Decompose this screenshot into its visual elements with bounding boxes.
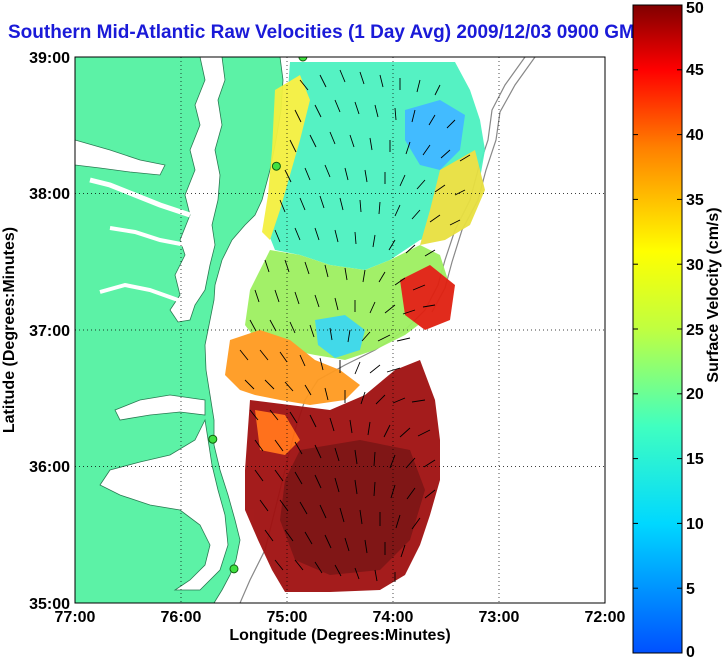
- colorbar-tick-label: 10: [686, 516, 704, 533]
- albemarle-sound: [114, 394, 206, 421]
- rappahannock-river: [109, 226, 187, 247]
- x-tick-label: 76:00: [161, 609, 202, 626]
- velocity-vectors: [239, 69, 471, 582]
- colorbar-tick-label: 40: [686, 127, 704, 144]
- colorbar-tick-label: 35: [686, 192, 704, 209]
- velocity-zone-east-yellow: [420, 150, 485, 245]
- potomac-river: [89, 177, 191, 218]
- x-tick-label: 73:00: [479, 609, 520, 626]
- velocity-zone-red-patch: [400, 265, 455, 330]
- y-tick-label: 39:00: [29, 50, 70, 67]
- y-tick-label: 36:00: [29, 459, 70, 476]
- velocity-zone-orange: [225, 330, 360, 405]
- radar-station-marker: [208, 434, 218, 444]
- colorbar-tick-label: 5: [686, 581, 695, 598]
- colorbar-tick-label: 25: [686, 322, 704, 339]
- colorbar-label: Surface Velocity (cm/s): [705, 207, 722, 382]
- colorbar-tick-label: 15: [686, 451, 704, 468]
- colorbar-tick-label: 50: [686, 0, 704, 17]
- radar-stations: [208, 57, 308, 574]
- x-axis-label: Longitude (Degrees:Minutes): [229, 627, 450, 644]
- velocity-field: [225, 62, 485, 592]
- velocity-zone-south-dark: [280, 440, 425, 575]
- x-tick-label: 74:00: [373, 609, 414, 626]
- y-tick-label: 38:00: [29, 186, 70, 203]
- velocity-zone-middle: [245, 245, 448, 360]
- colorbar-tick-label: 45: [686, 62, 704, 79]
- york-james-river: [99, 282, 179, 302]
- y-axis-label: Latitude (Degrees:Minutes): [1, 227, 18, 433]
- chesapeake-bay: [169, 57, 226, 323]
- x-tick-label: 75:00: [267, 609, 308, 626]
- velocity-zone-cyan-patch: [315, 315, 365, 358]
- y-tick-label: 35:00: [29, 596, 70, 613]
- map-title: Southern Mid-Atlantic Raw Velocities (1 …: [8, 22, 647, 43]
- velocity-zone-south-orange: [255, 410, 300, 455]
- colorbar: [632, 4, 683, 654]
- radar-station-marker: [229, 564, 239, 574]
- delaware-bay: [75, 139, 166, 176]
- colorbar-tick-label: 30: [686, 257, 704, 274]
- radar-station-marker: [271, 161, 281, 171]
- velocity-zone-slow-cyan: [405, 100, 465, 170]
- colorbar-tick-label: 0: [686, 644, 695, 659]
- x-tick-label: 77:00: [55, 609, 96, 626]
- pamlico-sound: [99, 418, 229, 591]
- colorbar-tick-label: 20: [686, 386, 704, 403]
- colorbar-ticks: [633, 4, 682, 589]
- map-grid: [75, 57, 605, 603]
- y-tick-label: 37:00: [29, 323, 70, 340]
- x-tick-label: 72:00: [585, 609, 626, 626]
- radar-station-marker: [298, 57, 308, 62]
